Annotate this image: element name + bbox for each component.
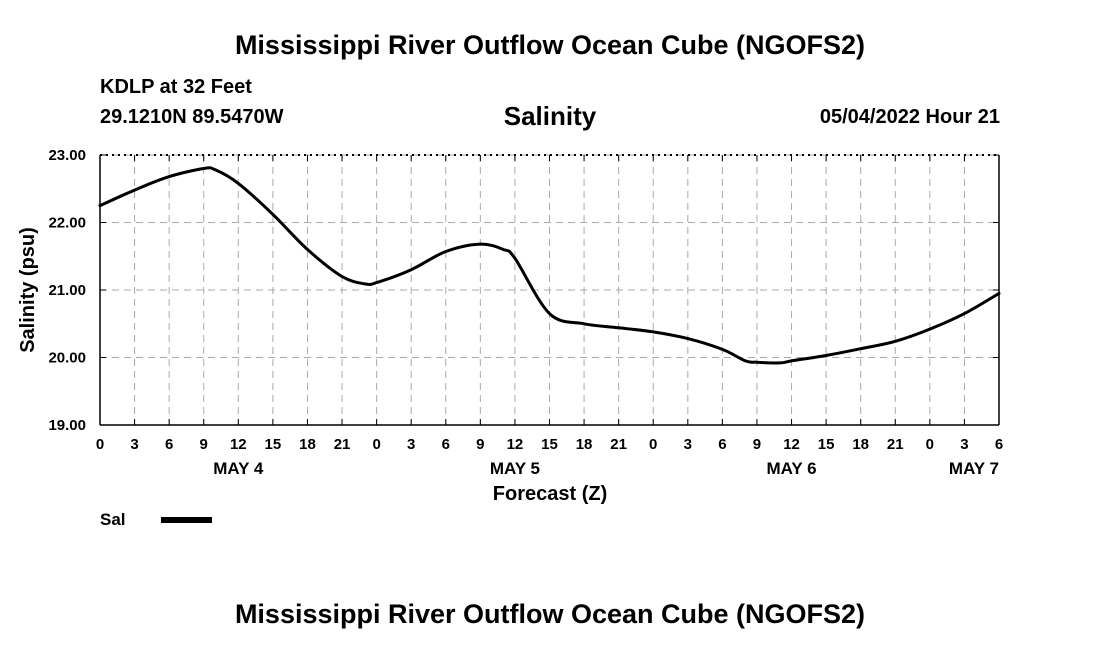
x-axis-label: Forecast (Z) [493, 483, 607, 505]
axes [99, 154, 1000, 426]
y-tick-label: 21.00 [48, 282, 86, 299]
x-tick-label: 3 [684, 436, 692, 453]
x-tick-label: 21 [334, 436, 351, 453]
legend-line-swatch [161, 517, 212, 523]
x-tick-label: 9 [753, 436, 761, 453]
x-tick-label: 9 [476, 436, 484, 453]
x-tick-label: 0 [926, 436, 934, 453]
x-tick-label: 12 [230, 436, 247, 453]
y-axis-label: Salinity (psu) [17, 227, 39, 353]
legend-label: Sal [100, 510, 126, 529]
series [98, 166, 1001, 365]
x-tick-label: 12 [783, 436, 800, 453]
x-tick-label: 0 [96, 436, 104, 453]
y-tick-label: 23.00 [48, 147, 86, 164]
x-tick-label: 18 [299, 436, 316, 453]
x-tick-label: 6 [995, 436, 1003, 453]
x-tick-label: 0 [372, 436, 380, 453]
x-tick-label: 12 [507, 436, 524, 453]
y-tick-label: 20.00 [48, 350, 86, 367]
chart-title: Mississippi River Outflow Ocean Cube (NG… [234, 30, 866, 60]
x-tick-label: 3 [960, 436, 968, 453]
y-tick-label: 19.00 [48, 417, 86, 434]
station-coordinates: 29.1210N 89.5470W [100, 106, 284, 128]
x-tick-label: 21 [887, 436, 904, 453]
station-label: KDLP at 32 Feet [100, 76, 252, 98]
chart-subtitle: Salinity [503, 101, 597, 131]
x-tick-label: 15 [541, 436, 558, 453]
x-tick-label: 6 [718, 436, 726, 453]
x-tick-label: 15 [818, 436, 835, 453]
y-tick-label: 22.00 [48, 215, 86, 232]
grid [100, 154, 999, 425]
x-tick-label: 21 [610, 436, 627, 453]
x-tick-label: 3 [130, 436, 138, 453]
x-tick-label: 18 [576, 436, 593, 453]
x-tick-label: 6 [165, 436, 173, 453]
date-label: MAY 4 [213, 459, 264, 478]
x-tick-label: 9 [200, 436, 208, 453]
forecast-datetime: 05/04/2022 Hour 21 [819, 106, 1000, 128]
x-tick-label: 0 [649, 436, 657, 453]
x-tick-label: 3 [407, 436, 415, 453]
x-tick-label: 6 [442, 436, 450, 453]
x-tick-label: 15 [265, 436, 282, 453]
tick-labels: 0 3 6 9 12 15 18 21 0 3 6 9 12 15 18 21 0 3 6 9 12 15 18 21 0 3 6 1… [48, 147, 1003, 478]
x-tick-label: 18 [852, 436, 869, 453]
date-label: MAY 6 [766, 459, 816, 478]
date-label: MAY 5 [490, 459, 540, 478]
footer-title: Mississippi River Outflow Ocean Cube (NG… [234, 599, 866, 629]
series-line-sal [98, 166, 1001, 365]
date-label: MAY 7 [949, 459, 999, 478]
